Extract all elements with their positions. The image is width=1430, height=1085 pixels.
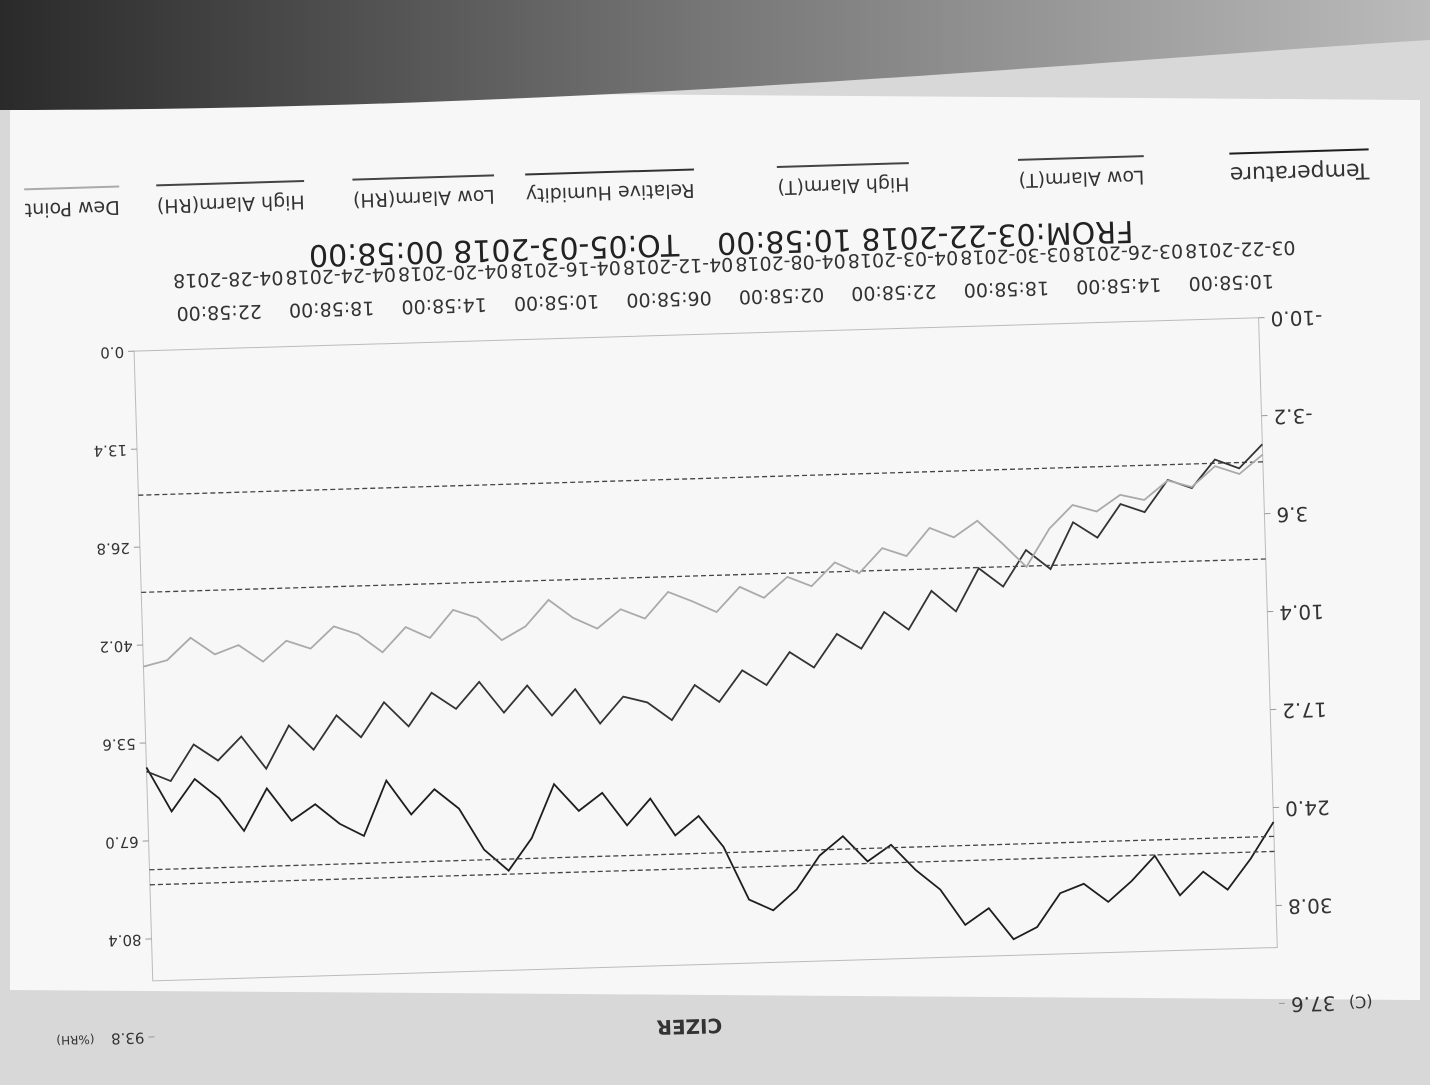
y-tick-label: 17.2 xyxy=(1282,697,1327,722)
y2-tick-label: 67.0 xyxy=(105,833,139,852)
series-line xyxy=(143,453,1264,668)
y-tick-label: -3.2 xyxy=(1273,404,1313,429)
paper xyxy=(10,90,1420,1000)
x-tick-date: 04-12-2018 xyxy=(623,253,734,278)
legend-swatch xyxy=(156,180,305,187)
legend-entry: High Alarm(T) xyxy=(777,173,910,199)
x-tick-time: 10:58:00 xyxy=(1188,270,1274,295)
fabric xyxy=(0,0,1430,110)
y2-axis-label: (%RH) xyxy=(56,1032,95,1047)
alarm-line xyxy=(138,461,1263,496)
y-tick-label: -10.0 xyxy=(1270,305,1322,331)
y2-tick-label: 13.4 xyxy=(93,441,127,460)
brand: CIZER xyxy=(656,1014,722,1040)
x-tick-date: 03-30-2018 xyxy=(960,243,1071,268)
y-axis-label: (C) xyxy=(1349,992,1373,1012)
legend-entry: Low Alarm(T) xyxy=(1018,166,1144,192)
x-tick-date: 04-24-2018 xyxy=(285,263,396,288)
y-tick-label: 30.8 xyxy=(1288,893,1333,918)
x-tick-time: 06:58:00 xyxy=(626,286,712,311)
series-line xyxy=(146,443,1263,783)
y2-tick-label: 40.2 xyxy=(99,637,133,656)
x-tick-time: 18:58:00 xyxy=(289,297,375,322)
x-tick-time: 14:58:00 xyxy=(401,293,487,318)
x-tick-time: 18:58:00 xyxy=(963,276,1049,301)
x-tick-date: 03-26-2018 xyxy=(1072,239,1183,264)
x-tick-time: 14:58:00 xyxy=(1076,273,1162,298)
legend-entry: Relative Humidity xyxy=(525,179,694,206)
x-tick-time: 22:58:00 xyxy=(851,280,937,305)
y2-tick-label: 80.4 xyxy=(108,931,142,950)
legend-entry: High Alarm(RH) xyxy=(157,191,306,217)
y2-tick-label: 53.6 xyxy=(102,735,136,754)
legend-swatch xyxy=(1229,148,1369,155)
legend-swatch xyxy=(776,162,909,168)
legend-swatch xyxy=(24,185,120,191)
y-tick-label: 24.0 xyxy=(1285,795,1330,820)
y-tick-label: 10.4 xyxy=(1279,599,1324,624)
x-tick-time: 22:58:00 xyxy=(176,300,262,325)
x-tick-time: 10:58:00 xyxy=(514,290,600,315)
legend-entry: Low Alarm(RH) xyxy=(353,185,495,211)
alarm-line xyxy=(149,850,1275,886)
alarm-line xyxy=(149,835,1274,871)
legend-swatch xyxy=(352,174,495,181)
x-tick-date: 04-28-2018 xyxy=(173,266,284,291)
x-tick-time: 02:58:00 xyxy=(738,283,824,308)
legend-entry: Dew Point xyxy=(24,196,120,221)
x-tick-date: 04-16-2018 xyxy=(510,256,621,281)
alarm-line xyxy=(141,558,1266,594)
legend-swatch xyxy=(1017,155,1144,161)
x-tick-date: 03-22-2018 xyxy=(1185,236,1296,261)
series-line xyxy=(145,767,1275,941)
y-tick-label: 37.6 xyxy=(1291,991,1336,1016)
y-tick-label: 3.6 xyxy=(1276,502,1309,527)
x-tick-date: 04-08-2018 xyxy=(735,250,846,275)
legend-swatch xyxy=(525,168,694,176)
y2-tick-label: 93.8 xyxy=(111,1029,145,1048)
y2-tick-label: 26.8 xyxy=(96,539,130,558)
x-tick-date: 04-03-2018 xyxy=(847,246,958,271)
y2-tick-label: 0.0 xyxy=(100,343,124,362)
x-tick-date: 04-20-2018 xyxy=(398,260,509,285)
legend-entry: Temperature xyxy=(1230,157,1371,186)
